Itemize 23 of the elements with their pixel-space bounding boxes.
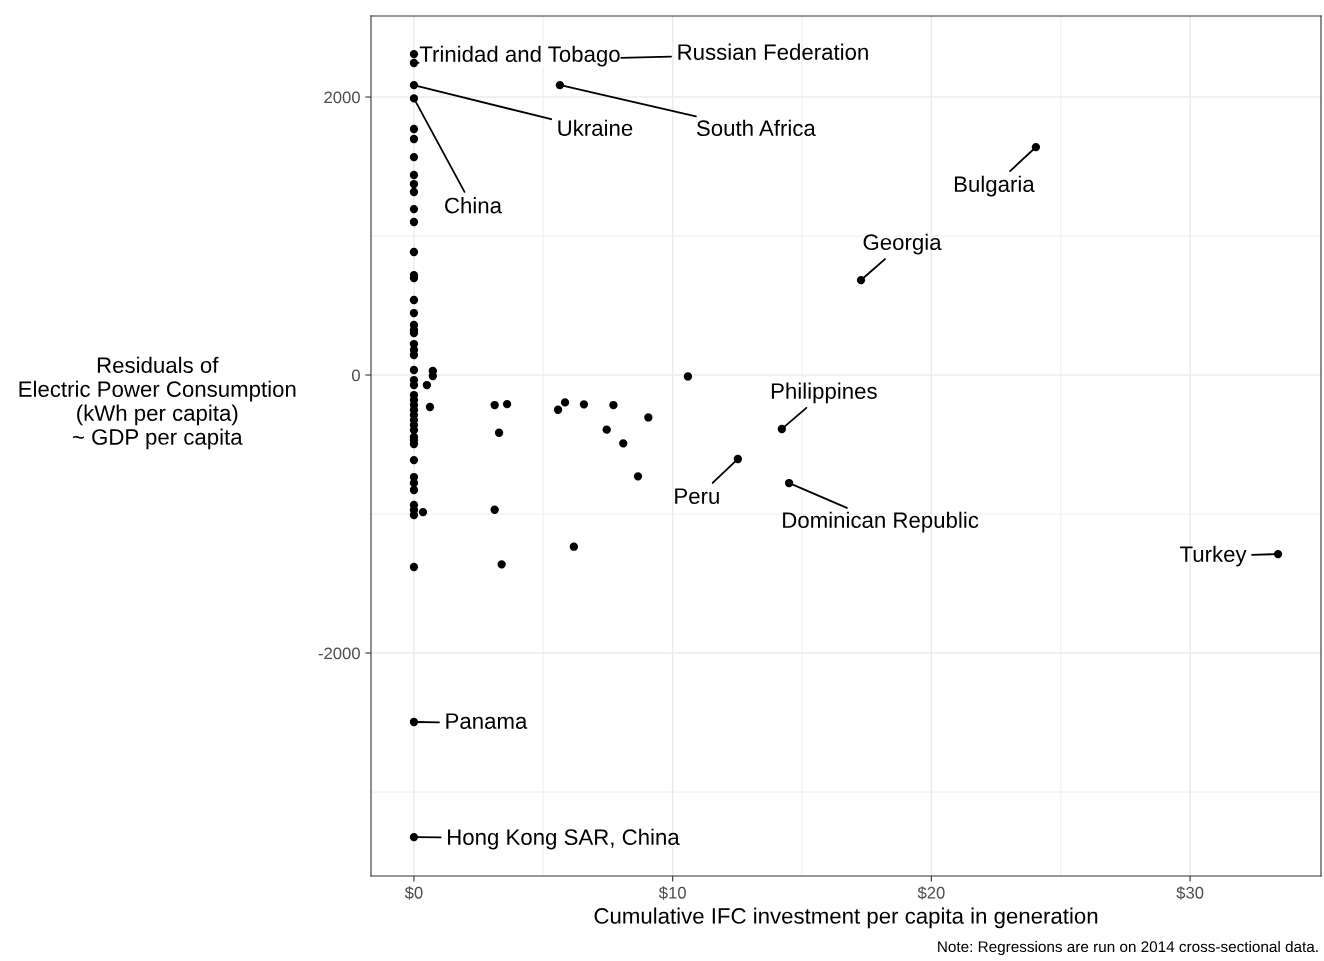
text: Note: Regressions are run on 2014 cross-sectional data. — [938, 940, 1318, 956]
x-tick-label: $0 — [404, 886, 423, 900]
y-tick-label: -2000 — [318, 647, 360, 660]
annotation: Dominican Republic — [783, 511, 979, 533]
annotation: Hong Kong SAR, China — [448, 828, 680, 850]
annotation: Philippines — [771, 382, 877, 404]
x-tick-label: $20 — [917, 886, 945, 900]
annotation: South Africa — [696, 119, 816, 137]
annotation: Bulgaria — [954, 175, 1035, 197]
annotation: Turkey — [1180, 545, 1247, 567]
x-axis-title: Cumulative IFC investment per capita in generation — [594, 907, 1098, 929]
x-tick-label: $10 — [658, 886, 686, 900]
annotation: Russian Federation — [678, 43, 868, 60]
y-tick-label: 0 — [351, 369, 360, 382]
x-tick-label: $30 — [1176, 886, 1204, 900]
annotation: Trinidad and Tobago — [419, 45, 620, 67]
annotation: Peru — [675, 488, 719, 504]
annotation: Panama — [446, 713, 528, 729]
y-tick-label: 2000 — [324, 91, 360, 104]
annotation: Georgia — [863, 233, 942, 255]
y-axis-title: Residuals of Electric Power Consumption (kWh per capita) ~ GDP per capita — [19, 356, 296, 450]
annotation: China — [445, 197, 502, 214]
annotation: Ukraine — [558, 119, 633, 137]
